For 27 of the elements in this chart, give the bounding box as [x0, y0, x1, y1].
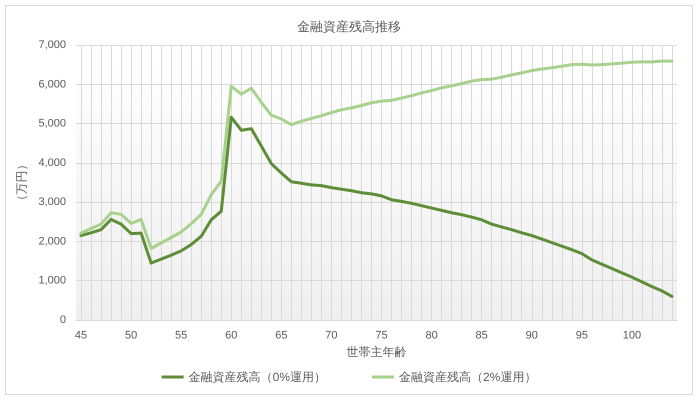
x-tick-label: 55	[175, 330, 188, 342]
x-tick-label: 90	[526, 330, 538, 342]
legend-label: 金融資産残高（0%運用）	[188, 370, 326, 384]
line-series	[80, 60, 674, 250]
line-series	[80, 116, 674, 298]
y-tick-label: 7,000	[38, 39, 66, 51]
x-tick-label: 75	[375, 330, 388, 342]
y-axis-title: （万円）	[14, 158, 29, 206]
x-tick-label: 95	[576, 330, 588, 342]
x-tick-label: 60	[225, 330, 238, 342]
x-tick-label: 80	[425, 330, 438, 342]
y-tick-label: 1,000	[38, 274, 66, 287]
x-tick-label: 50	[124, 330, 138, 342]
y-tick-label: 5,000	[38, 118, 66, 130]
y-tick-label: 0	[60, 314, 66, 326]
x-tick-label: 70	[325, 330, 338, 342]
x-tick-label: 65	[275, 330, 288, 342]
y-tick-label: 4,000	[38, 156, 66, 169]
x-axis-title: 世帯主年齢	[346, 344, 406, 359]
chart-title: 金融資産残高推移	[297, 19, 401, 34]
y-tick-label: 6,000	[38, 78, 66, 90]
y-tick-label: 2,000	[38, 235, 66, 248]
x-tick-label: 100	[622, 330, 642, 342]
legend-label: 金融資産残高（2%運用）	[399, 370, 536, 384]
y-tick-label: 3,000	[38, 196, 66, 208]
x-tick-label: 45	[74, 330, 88, 342]
x-tick-label: 85	[476, 330, 488, 342]
